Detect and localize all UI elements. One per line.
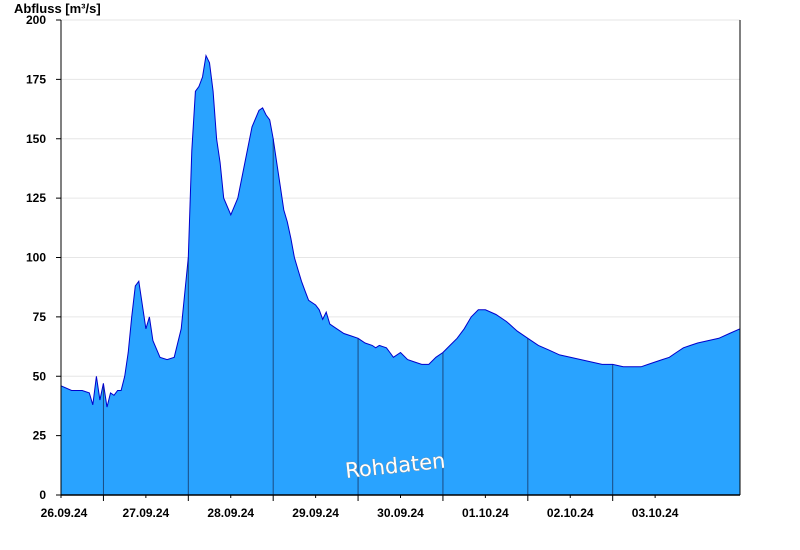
axes bbox=[56, 19, 741, 501]
y-tick-label-100: 100 bbox=[26, 251, 46, 265]
x-tick-label-4: 30.09.24 bbox=[377, 506, 424, 520]
x-tick-label-6: 02.10.24 bbox=[547, 506, 594, 520]
y-tick-label-75: 75 bbox=[33, 310, 47, 324]
x-tick-label-7: 03.10.24 bbox=[632, 506, 679, 520]
y-tick-label-200: 200 bbox=[26, 13, 46, 27]
y-tick-label-0: 0 bbox=[39, 488, 46, 502]
x-tick-label-1: 27.09.24 bbox=[123, 506, 170, 520]
y-tick-label-150: 150 bbox=[26, 132, 46, 146]
x-tick-label-2: 28.09.24 bbox=[207, 506, 254, 520]
x-tick-labels: 26.09.24 27.09.24 28.09.24 29.09.24 30.09.24… bbox=[41, 506, 679, 520]
discharge-area bbox=[61, 55, 740, 495]
x-tick-label-5: 01.10.24 bbox=[462, 506, 509, 520]
y-tick-label-25: 25 bbox=[33, 429, 47, 443]
y-tick-label-175: 175 bbox=[26, 72, 46, 86]
x-tick-label-0: 26.09.24 bbox=[41, 506, 88, 520]
y-tick-label-125: 125 bbox=[26, 191, 46, 205]
x-tick-label-3: 29.09.24 bbox=[292, 506, 339, 520]
y-tick-label-50: 50 bbox=[33, 369, 47, 383]
day-divider-lines bbox=[102, 138, 614, 495]
y-axis-title: Abfluss [m³/s] bbox=[14, 1, 101, 16]
discharge-line bbox=[60, 53, 741, 408]
y-tick-labels: 0 25 50 75 100 125 150 175 200 bbox=[26, 13, 46, 502]
